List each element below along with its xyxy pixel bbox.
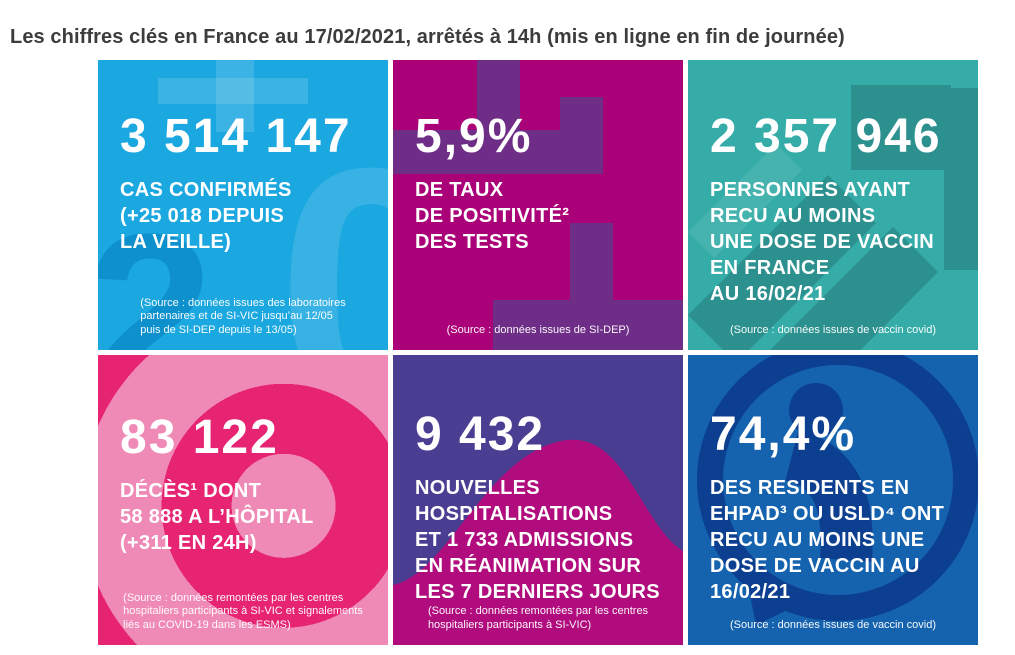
stat-value: 3 514 147 [120,110,352,163]
stat-source: (Source : données issues des laboratoire… [140,296,346,337]
page-title: Les chiffres clés en France au 17/02/202… [10,26,845,49]
stat-value: 9 432 [415,408,546,461]
stat-tile-cas-confirmes: 2 0 3 514 147 CAS CONFIRMÉS (+25 018 DEP… [98,60,388,350]
stat-label: DES RESIDENTS EN EHPAD³ OU USLD⁴ ONT REC… [710,477,945,604]
stat-source: (Source : données issues de vaccin covid… [729,619,937,631]
stat-source: (Source : données remontées par les cent… [427,605,649,631]
stat-label: CAS CONFIRMÉS (+25 018 DEPUIS LA VEILLE) [120,179,292,254]
stat-source: (Source : données issues de vaccin covid… [729,324,937,336]
stat-label: DE TAUX DE POSITIVITÉ² DES TESTS [415,179,570,254]
stat-label: DÉCÈS¹ DONT 58 888 A L’HÔPITAL (+311 EN … [120,480,314,555]
stat-value: 74,4% [710,408,857,461]
stat-value: 83 122 [120,411,279,464]
stat-label: NOUVELLES HOSPITALISATIONS ET 1 733 ADMI… [415,477,660,604]
stat-tile-vaccin-doses: 2 357 946 PERSONNES AYANT RECU AU MOINS … [688,60,978,350]
stat-source: (Source : données remontées par les cent… [123,591,363,632]
stat-tile-deces: 83 122 DÉCÈS¹ DONT 58 888 A L’HÔPITAL (+… [98,355,388,645]
stat-value: 2 357 946 [710,110,942,163]
stat-source: (Source : données issues de SI-DEP) [446,324,630,336]
stat-value: 5,9% [415,110,533,163]
stat-tile-ehpad-vaccin: 74,4% DES RESIDENTS EN EHPAD³ OU USLD⁴ O… [688,355,978,645]
stat-tile-hospitalisations: 9 432 NOUVELLES HOSPITALISATIONS ET 1 73… [393,355,683,645]
stat-tile-taux-positivite: 5,9% DE TAUX DE POSITIVITÉ² DES TESTS (S… [393,60,683,350]
stat-label: PERSONNES AYANT RECU AU MOINS UNE DOSE D… [710,179,934,306]
stat-tiles-grid: 2 0 3 514 147 CAS CONFIRMÉS (+25 018 DEP… [98,60,978,645]
